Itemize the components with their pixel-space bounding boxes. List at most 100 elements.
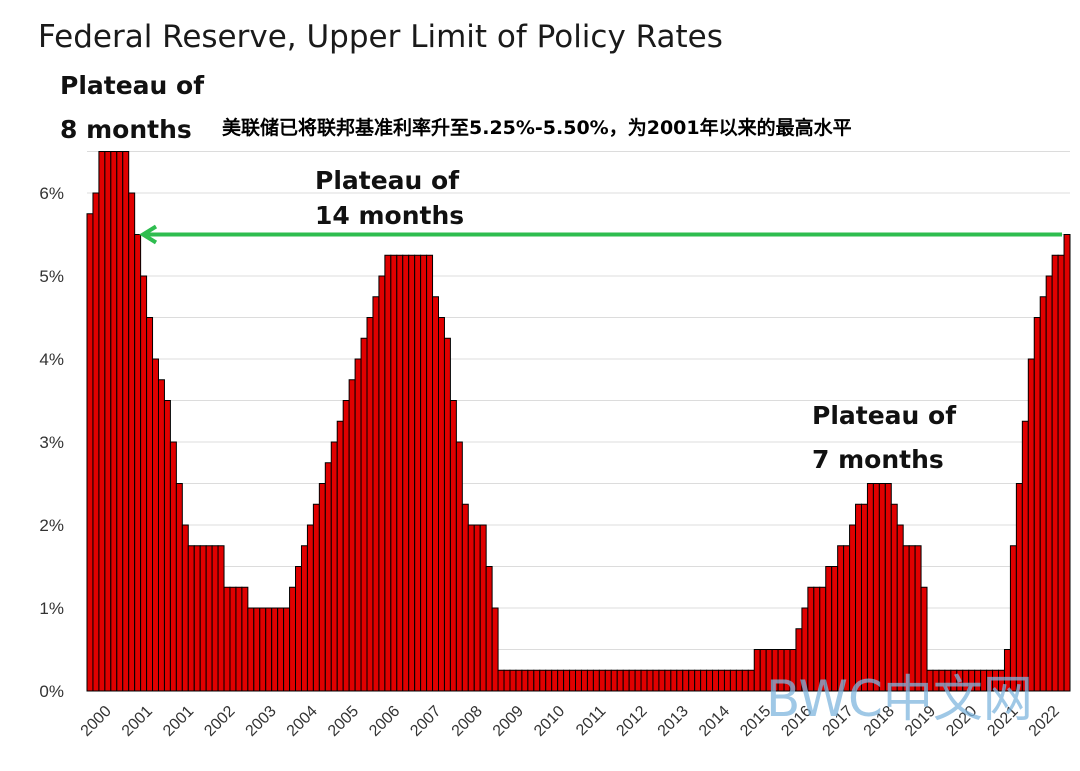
- x-tick-label: 2010: [531, 703, 568, 740]
- bar: [706, 669, 714, 692]
- x-tick-label: 2003: [243, 703, 280, 740]
- bar: [1015, 483, 1023, 692]
- bar: [199, 545, 207, 692]
- annotation-plateau-8: Plateau of 8 months: [60, 71, 205, 144]
- annotation-plateau-7: Plateau of 7 months: [812, 401, 957, 474]
- bar: [229, 586, 237, 692]
- bar: [569, 669, 577, 692]
- bar: [509, 669, 517, 692]
- y-tick-label: 0%: [39, 682, 64, 701]
- bar: [336, 420, 344, 692]
- bar: [872, 483, 880, 692]
- bar: [181, 524, 189, 692]
- bar: [491, 607, 499, 692]
- bar: [712, 669, 720, 692]
- y-tick-label: 2%: [39, 516, 64, 535]
- bar: [557, 669, 565, 692]
- bar: [860, 503, 868, 692]
- bar: [169, 441, 177, 692]
- bar: [884, 483, 892, 692]
- bar: [1039, 296, 1047, 692]
- bar: [1057, 254, 1065, 692]
- bar: [360, 337, 368, 692]
- chart-title: Federal Reserve, Upper Limit of Policy R…: [38, 19, 723, 55]
- bar: [1051, 254, 1059, 692]
- watermark: BWC中文网: [766, 670, 1033, 728]
- bar: [461, 503, 469, 692]
- x-tick-label: 2004: [284, 703, 321, 740]
- bar: [217, 545, 225, 692]
- bar: [420, 254, 428, 692]
- bar: [187, 545, 195, 692]
- bar: [878, 483, 886, 692]
- bar: [348, 379, 356, 692]
- bar: [580, 669, 588, 692]
- bar: [318, 483, 326, 692]
- bar: [289, 586, 297, 692]
- bar: [86, 213, 94, 692]
- bar: [116, 151, 124, 692]
- bar: [575, 669, 582, 692]
- bar: [408, 254, 416, 692]
- x-tick-label: 2006: [366, 703, 403, 740]
- bar: [295, 566, 302, 692]
- bar: [688, 669, 696, 692]
- bar: [271, 607, 279, 692]
- bar: [384, 254, 392, 692]
- plateau-arrow-head: [139, 224, 158, 245]
- bar: [545, 669, 553, 692]
- bar: [235, 586, 243, 692]
- bar: [592, 669, 600, 692]
- bar: [920, 586, 928, 692]
- bar: [1063, 234, 1071, 692]
- bar: [283, 607, 291, 692]
- bar: [134, 234, 142, 692]
- bar: [1027, 358, 1035, 692]
- bar: [92, 192, 100, 692]
- bar: [896, 524, 904, 692]
- bar: [849, 524, 857, 692]
- bar: [259, 607, 267, 692]
- y-tick-label: 5%: [39, 267, 64, 286]
- bar: [402, 254, 410, 692]
- bar: [610, 669, 618, 692]
- bar: [128, 192, 136, 692]
- bar: [211, 545, 219, 692]
- annotation-plateau-8-line-1: Plateau of: [60, 71, 205, 100]
- bar: [664, 669, 672, 692]
- bar: [479, 524, 487, 692]
- annotation-plateau-14-line-2: 14 months: [315, 201, 464, 230]
- bar: [265, 607, 273, 692]
- bar: [723, 669, 731, 692]
- bar: [563, 669, 571, 692]
- bar: [1021, 420, 1029, 692]
- annotation-plateau-7-line-1: Plateau of: [812, 401, 957, 430]
- bar: [104, 151, 112, 692]
- bar: [670, 669, 678, 692]
- bar: [539, 669, 547, 692]
- bar: [110, 151, 118, 692]
- x-tick-label: 2001: [160, 703, 197, 740]
- x-tick-label: 2002: [201, 703, 238, 740]
- bar: [598, 669, 606, 692]
- bar: [527, 669, 535, 692]
- bar: [735, 669, 743, 692]
- x-tick-label: 2011: [573, 703, 609, 739]
- bar: [152, 358, 159, 692]
- bar: [122, 151, 130, 692]
- bar: [414, 254, 422, 692]
- bar: [372, 296, 380, 692]
- bar: [866, 483, 874, 692]
- bar: [718, 669, 725, 692]
- bar: [467, 524, 475, 692]
- bar: [455, 441, 463, 692]
- bar: [324, 462, 332, 692]
- bar: [306, 524, 314, 692]
- bar: [622, 669, 630, 692]
- x-tick-label: 2008: [449, 703, 486, 740]
- bar: [676, 669, 684, 692]
- bar: [1045, 275, 1053, 692]
- bar: [640, 669, 648, 692]
- bar: [205, 545, 213, 692]
